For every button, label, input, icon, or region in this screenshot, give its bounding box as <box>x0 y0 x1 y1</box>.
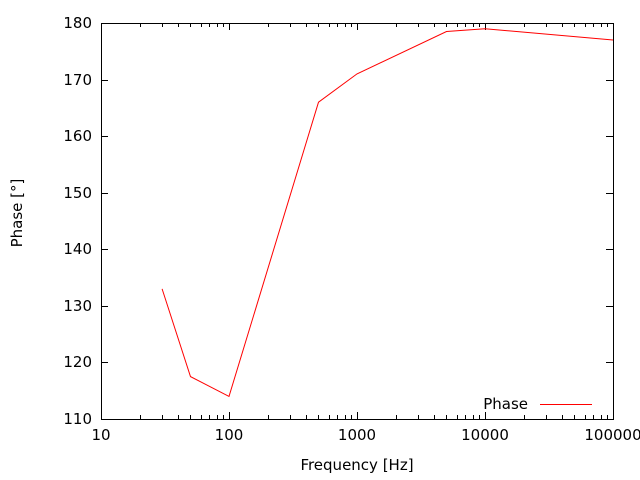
x-tick-label: 10 <box>91 426 110 444</box>
plot-border <box>101 23 614 420</box>
x-tick-label: 100 <box>215 426 244 444</box>
phase-curve <box>161 28 614 398</box>
x-axis-title: Frequency [Hz] <box>300 456 414 474</box>
y-tick-label: 120 <box>63 353 92 371</box>
y-tick-label: 180 <box>63 14 92 32</box>
legend: Phase <box>483 395 592 413</box>
y-tick-label: 140 <box>63 240 92 258</box>
y-tick-label: 170 <box>63 71 92 89</box>
x-tick-label: 1000 <box>338 426 376 444</box>
y-tick-label: 110 <box>63 410 92 428</box>
x-tick-label: 10000 <box>461 426 509 444</box>
legend-line-sample <box>540 403 592 405</box>
x-tick-label: 100000 <box>584 426 640 444</box>
legend-label: Phase <box>483 395 528 413</box>
y-axis-title: Phase [°] <box>8 178 26 248</box>
y-tick-label: 150 <box>63 184 92 202</box>
y-tick-label: 160 <box>63 127 92 145</box>
y-tick-label: 130 <box>63 297 92 315</box>
